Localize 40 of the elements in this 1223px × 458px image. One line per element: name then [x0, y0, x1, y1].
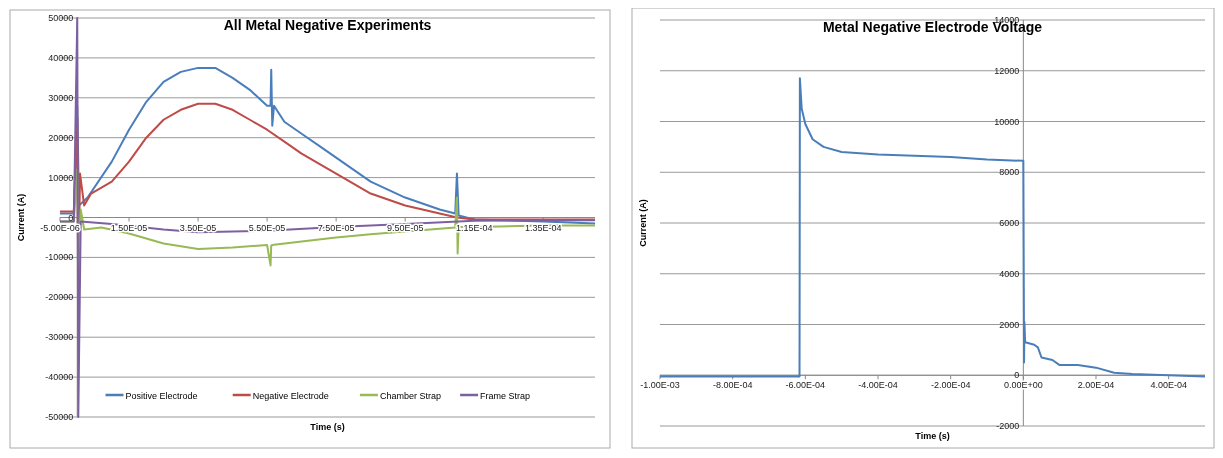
x-tick-label: 4.00E-04: [1150, 380, 1187, 391]
y-tick-label: -10000: [45, 252, 74, 263]
legend-label: Frame Strap: [480, 390, 531, 401]
chart-title: All Metal Negative Experiments: [223, 17, 432, 33]
y-tick-label: -20000: [45, 292, 74, 303]
y-tick-label: 30000: [48, 92, 74, 103]
x-tick-label: 2.00E-04: [1077, 380, 1115, 391]
y-tick-label: -40000: [45, 372, 74, 383]
y-tick-label: 8000: [999, 167, 1020, 178]
legend-label: Negative Electrode: [252, 390, 329, 401]
y-tick-label: 0: [1014, 370, 1020, 381]
x-tick-label: 9.50E-05: [386, 222, 424, 233]
x-tick-label: -4.00E-04: [858, 380, 898, 391]
legend-label: Chamber Strap: [379, 390, 441, 401]
legend-label: Positive Electrode: [125, 390, 198, 401]
y-tick-label: 20000: [48, 132, 74, 143]
y-tick-label: -30000: [45, 332, 74, 343]
x-tick-label: 3.50E-05: [179, 222, 217, 233]
x-tick-label: -2.00E-04: [930, 380, 971, 391]
x-tick-label: 5.50E-05: [248, 222, 286, 233]
y-tick-label: 4000: [999, 268, 1020, 279]
y-tick-label: -50000: [45, 412, 74, 422]
y-axis-title: Current (A): [16, 193, 26, 242]
y-tick-label: 0: [68, 212, 74, 223]
x-tick-label: -6.00E-04: [785, 380, 826, 391]
y-tick-label: 40000: [48, 52, 74, 63]
line-series: [659, 77, 1206, 378]
x-tick-label: 0.00E+00: [1003, 380, 1043, 391]
y-tick-label: 10000: [48, 172, 74, 183]
y-tick-label: 10000: [994, 116, 1020, 127]
x-axis-title: Time (s): [310, 422, 345, 432]
y-tick-label: 6000: [999, 218, 1020, 228]
y-tick-label: -2000: [996, 421, 1020, 431]
y-tick-label: 12000: [994, 65, 1020, 76]
y-tick-label: 2000: [999, 319, 1020, 330]
x-tick-label: -8.00E-04: [712, 380, 753, 391]
y-tick-label: 50000: [48, 13, 74, 23]
x-tick-label: -1.00E-03: [640, 380, 680, 391]
x-axis-title: Time (s): [915, 431, 950, 441]
y-axis-title: Current (A): [638, 199, 648, 247]
